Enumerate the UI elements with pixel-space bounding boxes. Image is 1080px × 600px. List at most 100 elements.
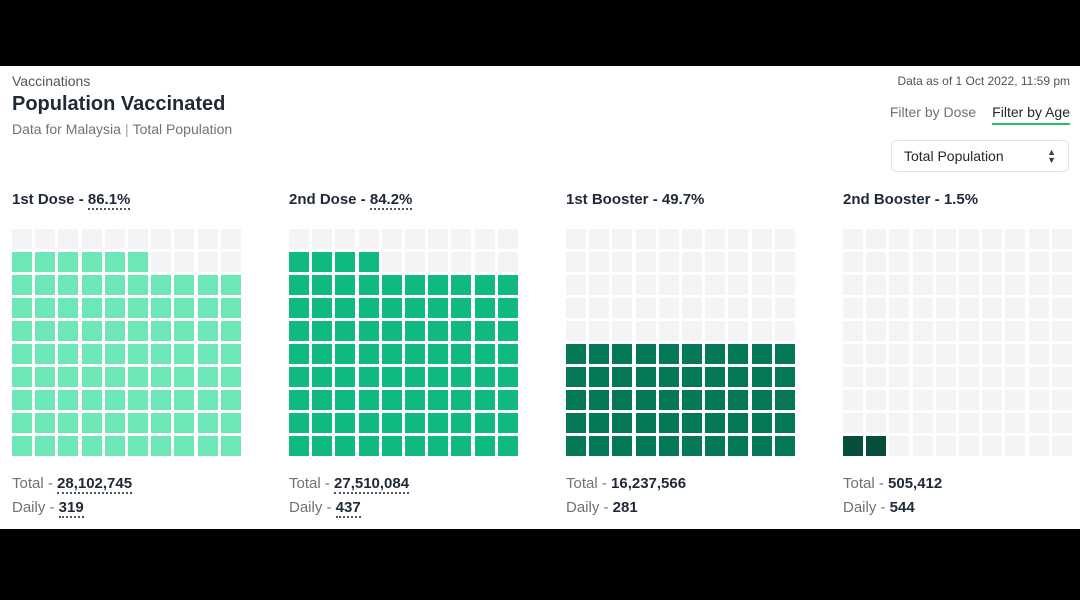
waffle-cell bbox=[174, 229, 195, 249]
dose-card-3: 1st Booster - 49.7% Total - 16,237,566 D… bbox=[566, 191, 806, 516]
total-value[interactable]: 27,510,084 bbox=[334, 475, 410, 494]
waffle-cell bbox=[127, 229, 148, 249]
waffle-cell bbox=[12, 390, 32, 410]
waffle-cell bbox=[451, 344, 472, 364]
daily-value[interactable]: 319 bbox=[58, 499, 84, 518]
waffle-cell bbox=[1051, 298, 1072, 318]
waffle-cell bbox=[127, 252, 148, 272]
waffle-cell bbox=[635, 344, 656, 364]
waffle-cell bbox=[81, 298, 102, 318]
waffle-cell bbox=[728, 321, 749, 341]
waffle-cell bbox=[589, 321, 610, 341]
waffle-cell bbox=[705, 413, 726, 433]
waffle-cell bbox=[1005, 298, 1026, 318]
daily-value[interactable]: 437 bbox=[335, 499, 361, 518]
card-percent[interactable]: 84.2% bbox=[369, 191, 413, 210]
filter-by-age-tab[interactable]: Filter by Age bbox=[992, 104, 1070, 125]
waffle-cell bbox=[220, 229, 241, 249]
waffle-cell bbox=[127, 321, 148, 341]
waffle-cell bbox=[81, 413, 102, 433]
waffle-cell bbox=[728, 252, 749, 272]
waffle-cell bbox=[197, 321, 218, 341]
population-select[interactable]: Total Population ▲ ▼ bbox=[891, 140, 1069, 172]
waffle-cell bbox=[289, 298, 309, 318]
waffle-cell bbox=[774, 321, 795, 341]
waffle-cell bbox=[705, 436, 726, 456]
total-value[interactable]: 28,102,745 bbox=[57, 475, 133, 494]
waffle-cell bbox=[474, 229, 495, 249]
waffle-cell bbox=[774, 275, 795, 295]
waffle-cell bbox=[681, 321, 702, 341]
waffle-cell bbox=[889, 298, 910, 318]
waffle-cell bbox=[612, 413, 633, 433]
subtitle-region: Data for Malaysia bbox=[12, 121, 121, 137]
waffle-cell bbox=[751, 298, 772, 318]
waffle-cell bbox=[843, 298, 863, 318]
waffle-cell bbox=[751, 252, 772, 272]
filter-by-dose-tab[interactable]: Filter by Dose bbox=[889, 104, 977, 120]
waffle-cell bbox=[681, 229, 702, 249]
waffle-cell bbox=[658, 229, 679, 249]
waffle-cell bbox=[174, 436, 195, 456]
waffle-cell bbox=[635, 413, 656, 433]
waffle-cell bbox=[751, 413, 772, 433]
waffle-cell bbox=[404, 367, 425, 387]
waffle-cell bbox=[889, 275, 910, 295]
waffle-cell bbox=[81, 436, 102, 456]
waffle-cell bbox=[335, 390, 356, 410]
waffle-cell bbox=[35, 367, 56, 387]
waffle-cell bbox=[289, 275, 309, 295]
waffle-cell bbox=[889, 229, 910, 249]
waffle-cell bbox=[404, 436, 425, 456]
waffle-cell bbox=[474, 298, 495, 318]
waffle-cell bbox=[35, 298, 56, 318]
waffle-cell bbox=[451, 390, 472, 410]
waffle-cell bbox=[1028, 413, 1049, 433]
vaccination-panel: Vaccinations Population Vaccinated Data … bbox=[0, 66, 1080, 529]
waffle-cell bbox=[81, 390, 102, 410]
waffle-cell bbox=[958, 436, 979, 456]
waffle-cell bbox=[428, 436, 449, 456]
waffle-cell bbox=[843, 390, 863, 410]
waffle-cell bbox=[843, 344, 863, 364]
waffle-cell bbox=[151, 367, 172, 387]
card-percent: 49.7% bbox=[661, 191, 705, 208]
waffle-cell bbox=[728, 413, 749, 433]
waffle-cell bbox=[312, 367, 333, 387]
waffle-cell bbox=[728, 298, 749, 318]
waffle-cell bbox=[358, 344, 379, 364]
waffle-cell bbox=[104, 436, 125, 456]
total-label: Total - bbox=[289, 475, 335, 492]
waffle-cell bbox=[635, 252, 656, 272]
waffle-cell bbox=[982, 390, 1003, 410]
waffle-cell bbox=[174, 252, 195, 272]
waffle-cell bbox=[312, 344, 333, 364]
waffle-cell bbox=[151, 229, 172, 249]
waffle-cell bbox=[935, 321, 956, 341]
waffle-cell bbox=[104, 321, 125, 341]
card-percent[interactable]: 86.1% bbox=[87, 191, 131, 210]
waffle-cell bbox=[474, 390, 495, 410]
waffle-cell bbox=[1051, 436, 1072, 456]
waffle-cell bbox=[58, 252, 79, 272]
waffle-cell bbox=[289, 229, 309, 249]
waffle-cell bbox=[635, 298, 656, 318]
waffle-cell bbox=[35, 321, 56, 341]
waffle-cell bbox=[428, 252, 449, 272]
waffle-grid bbox=[566, 229, 795, 456]
waffle-cell bbox=[935, 275, 956, 295]
waffle-cell bbox=[358, 321, 379, 341]
waffle-cell bbox=[335, 344, 356, 364]
waffle-cell bbox=[658, 390, 679, 410]
waffle-cell bbox=[1028, 229, 1049, 249]
waffle-cell bbox=[982, 229, 1003, 249]
waffle-cell bbox=[451, 321, 472, 341]
waffle-cell bbox=[1005, 252, 1026, 272]
waffle-cell bbox=[358, 252, 379, 272]
waffle-cell bbox=[220, 321, 241, 341]
waffle-cell bbox=[1028, 344, 1049, 364]
waffle-cell bbox=[358, 275, 379, 295]
waffle-cell bbox=[312, 413, 333, 433]
waffle-cell bbox=[982, 321, 1003, 341]
waffle-cell bbox=[705, 321, 726, 341]
